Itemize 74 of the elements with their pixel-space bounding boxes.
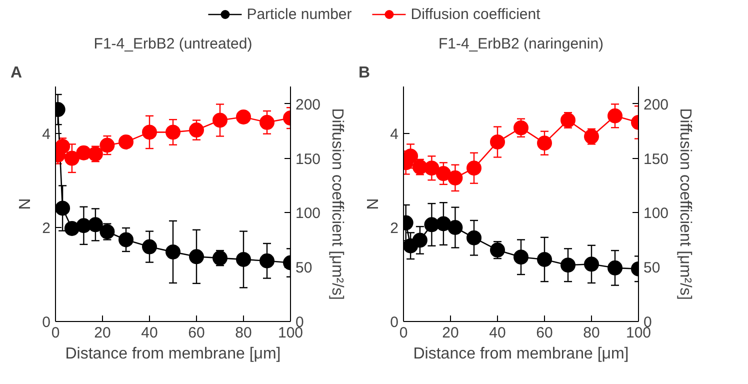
y-tick-label: 2 bbox=[42, 220, 50, 237]
point bbox=[212, 250, 228, 266]
point bbox=[608, 108, 622, 124]
y2-axis-title: Diffusion coefficient [μm²/s] bbox=[328, 108, 346, 300]
y2-tick-label: 50 bbox=[644, 260, 660, 277]
point bbox=[64, 220, 80, 236]
point bbox=[236, 109, 251, 124]
point bbox=[76, 145, 92, 160]
y-tick-label: 0 bbox=[390, 314, 398, 331]
point bbox=[189, 122, 204, 138]
point bbox=[212, 112, 228, 128]
y-tick-label: 0 bbox=[42, 314, 50, 331]
x-axis-title: Distance from membrane [μm] bbox=[413, 346, 629, 362]
y2-tick-label: 50 bbox=[296, 260, 312, 277]
point bbox=[424, 160, 440, 176]
point bbox=[166, 124, 180, 140]
y-tick-label: 4 bbox=[42, 126, 50, 143]
chart-title: F1-4_ErbB2 (naringenin) bbox=[438, 36, 604, 52]
chart-title: F1-4_ErbB2 (untreated) bbox=[94, 36, 252, 52]
legend-label: Diffusion coefficient bbox=[410, 6, 540, 22]
point bbox=[118, 134, 134, 150]
point bbox=[537, 136, 552, 151]
point bbox=[56, 200, 70, 216]
point bbox=[100, 138, 115, 153]
y-axis-title: N bbox=[365, 198, 382, 210]
point bbox=[88, 217, 103, 232]
x-axis-title: Distance from membrane [μm] bbox=[65, 346, 281, 362]
x-tick-label: 60 bbox=[536, 324, 553, 342]
point bbox=[166, 244, 180, 260]
point bbox=[142, 239, 157, 254]
point bbox=[260, 114, 274, 130]
point bbox=[404, 148, 418, 164]
y2-tick-label: 200 bbox=[644, 96, 669, 114]
point bbox=[88, 146, 103, 162]
point bbox=[560, 258, 576, 273]
point bbox=[100, 224, 115, 240]
point bbox=[466, 230, 482, 246]
legend-label: Particle number bbox=[246, 6, 352, 22]
y-tick-label: 2 bbox=[390, 220, 398, 237]
point bbox=[236, 252, 251, 267]
y2-tick-label: 100 bbox=[644, 205, 669, 222]
point bbox=[490, 134, 505, 150]
point bbox=[537, 252, 552, 267]
point bbox=[64, 150, 80, 166]
y2-tick-label: 150 bbox=[644, 150, 669, 168]
point bbox=[436, 166, 451, 182]
y2-axis-title: Diffusion coefficient [μm²/s] bbox=[676, 108, 694, 300]
point bbox=[514, 250, 528, 265]
x-tick-label: 20 bbox=[442, 324, 459, 342]
point bbox=[189, 249, 204, 264]
y2-tick-label: 100 bbox=[296, 205, 321, 222]
point bbox=[466, 160, 482, 176]
y-axis-title: N bbox=[17, 198, 34, 210]
point bbox=[584, 256, 599, 272]
point bbox=[142, 124, 157, 140]
point bbox=[608, 260, 622, 276]
point bbox=[412, 232, 428, 248]
y2-tick-label: 150 bbox=[296, 150, 321, 168]
x-tick-label: 20 bbox=[94, 324, 111, 342]
text: A bbox=[10, 64, 22, 82]
point bbox=[260, 253, 274, 268]
text: B bbox=[358, 64, 370, 82]
x-tick-label: 80 bbox=[235, 324, 252, 342]
point bbox=[448, 220, 463, 235]
point bbox=[118, 232, 134, 248]
x-tick-label: 40 bbox=[141, 324, 158, 342]
point bbox=[448, 170, 463, 186]
x-tick-label: 40 bbox=[489, 324, 506, 342]
point bbox=[490, 242, 505, 258]
x-tick-label: 80 bbox=[583, 324, 600, 342]
y-tick-label: 4 bbox=[390, 126, 398, 143]
point bbox=[436, 216, 451, 232]
y2-tick-label: 200 bbox=[296, 96, 321, 114]
x-tick-label: 60 bbox=[188, 324, 205, 342]
